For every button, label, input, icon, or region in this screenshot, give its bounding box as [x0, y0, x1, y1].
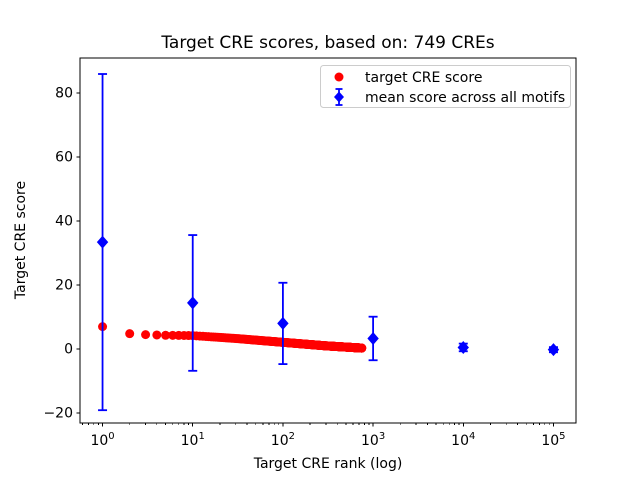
x-tick-label: 102	[271, 431, 295, 449]
y-tick-label: 40	[55, 213, 73, 229]
x-tick-label: 104	[451, 431, 475, 449]
legend-red-circle-icon	[334, 72, 344, 82]
blue-data-point	[96, 73, 109, 412]
blue-data-point	[547, 343, 560, 357]
blue-data-point	[367, 315, 379, 362]
legend-box	[320, 65, 571, 108]
axes: 100 101 102 103 104 105 −20 0 20 40 60 80	[43, 57, 577, 449]
plot-border	[79, 57, 577, 424]
red-scatter-series	[98, 322, 367, 353]
blue-data-point	[277, 281, 289, 365]
legend-label-blue: mean score across all motifs	[365, 90, 565, 106]
y-tick-label: 80	[55, 85, 73, 101]
legend-label-red: target CRE score	[365, 70, 482, 86]
y-tick-label: −20	[43, 406, 73, 422]
legend: target CRE score mean score across all m…	[320, 65, 571, 108]
blue-data-point	[187, 234, 199, 372]
blue-data-point	[457, 340, 469, 354]
y-tick-label: 60	[55, 149, 73, 165]
y-tick-label: 20	[55, 278, 73, 294]
blue-errorbar-series	[96, 73, 560, 412]
y-tick-label: 0	[64, 342, 73, 358]
legend-blue-diamond-icon	[334, 88, 344, 106]
x-tick-label: 105	[541, 431, 565, 449]
x-tick-label: 100	[90, 431, 114, 449]
x-axis-label: Target CRE rank (log)	[253, 456, 403, 472]
x-tick-label: 101	[181, 431, 205, 449]
y-axis-label: Target CRE score	[13, 181, 29, 300]
x-tick-label: 103	[361, 431, 385, 449]
chart-title: Target CRE scores, based on: 749 CREs	[160, 33, 494, 53]
